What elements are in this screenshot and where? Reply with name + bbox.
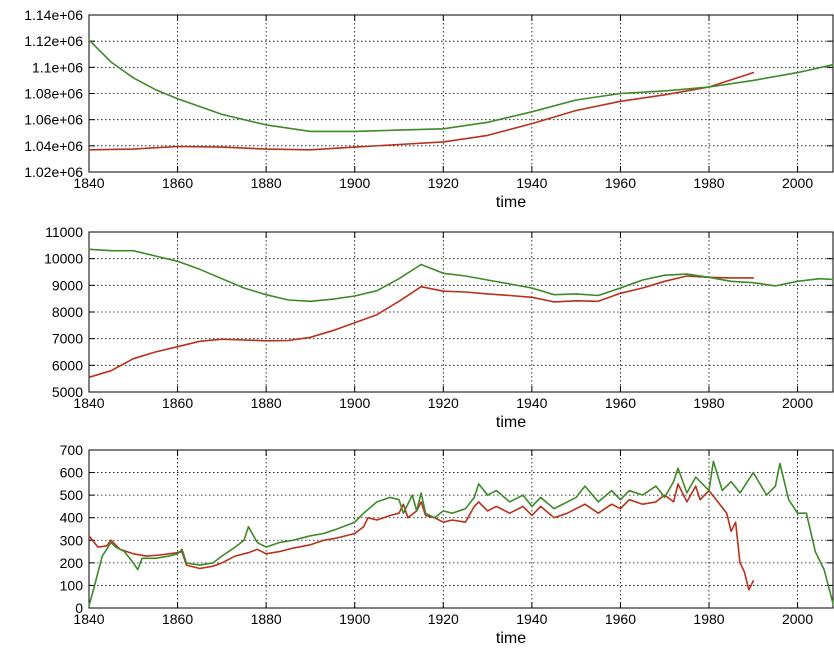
plot-frame (88, 231, 834, 393)
x-tick-label: 1860 (162, 175, 193, 191)
x-tick-label: 1960 (605, 611, 636, 627)
series-line-2 (88, 460, 834, 607)
y-tick-label: 1.1e+06 (32, 59, 83, 75)
y-tick-label: 100 (60, 577, 84, 593)
x-axis-title: time (496, 194, 526, 211)
y-tick-label: 10000 (44, 251, 83, 267)
plot-frame (88, 14, 834, 173)
x-tick-label: 1840 (73, 395, 104, 411)
y-tick-label: 7000 (52, 331, 83, 347)
series-line-1 (88, 275, 755, 379)
x-tick-label: 2000 (782, 611, 813, 627)
x-tick-label: 1960 (605, 175, 636, 191)
y-tick-label: 5000 (52, 384, 83, 400)
series-line-1 (88, 71, 755, 151)
x-tick-label: 2000 (782, 175, 813, 191)
y-tick-label: 700 (60, 442, 84, 458)
x-tick-label: 1940 (516, 175, 547, 191)
x-tick-label: 1860 (162, 395, 193, 411)
chart-panel-1: 1840 1860 1880 1900 1920 1940 1960 1980 2000 1.02… (24, 7, 834, 211)
x-tick-label: 1880 (251, 175, 282, 191)
x-axis-title: time (496, 630, 526, 647)
y-tick-label: 500 (60, 487, 84, 503)
y-tick-label: 1.04e+06 (24, 138, 83, 154)
x-tick-label: 1840 (73, 611, 104, 627)
x-axis-title: time (496, 414, 526, 431)
y-tick-label: 6000 (52, 357, 83, 373)
y-tick-label: 1.06e+06 (24, 112, 83, 128)
x-tick-label: 1980 (693, 175, 724, 191)
series-line-2 (88, 39, 834, 133)
y-tick-label: 1.08e+06 (24, 86, 83, 102)
x-tick-label: 1980 (693, 611, 724, 627)
x-tick-label: 1940 (516, 611, 547, 627)
x-tick-label: 1980 (693, 395, 724, 411)
x-tick-label: 1900 (339, 611, 370, 627)
series-line-1 (88, 483, 755, 591)
x-tick-label: 1920 (428, 175, 459, 191)
y-tick-label: 9000 (52, 277, 83, 293)
y-tick-label: 11000 (45, 224, 83, 240)
x-tick-label: 1900 (339, 175, 370, 191)
y-tick-label: 8000 (52, 304, 83, 320)
y-tick-label: 300 (60, 532, 84, 548)
chart-panel-2: 1840 1860 1880 1900 1920 1940 1960 1980 2000 5000… (44, 224, 834, 431)
y-tick-label: 200 (60, 555, 84, 571)
x-tick-label: 1940 (516, 395, 547, 411)
chart-panel-3: 1840 1860 1880 1900 1920 1940 1960 1980 2000 0 100… (60, 442, 834, 647)
y-tick-label: 600 (60, 465, 84, 481)
y-tick-label: 1.12e+06 (24, 33, 83, 49)
y-tick-label: 1.02e+06 (24, 164, 83, 180)
x-tick-label: 1880 (251, 395, 282, 411)
x-tick-label: 1900 (339, 395, 370, 411)
x-tick-label: 2000 (782, 395, 813, 411)
x-tick-label: 1880 (251, 611, 282, 627)
y-tick-label: 1.14e+06 (24, 7, 83, 23)
y-tick-label: 0 (75, 600, 83, 616)
plot-frame (88, 449, 834, 609)
x-tick-label: 1920 (428, 395, 459, 411)
x-tick-label: 1840 (73, 175, 104, 191)
series-line-2 (88, 248, 834, 303)
y-tick-label: 400 (60, 510, 84, 526)
x-tick-label: 1960 (605, 395, 636, 411)
x-tick-label: 1860 (162, 611, 193, 627)
x-tick-label: 1920 (428, 611, 459, 627)
